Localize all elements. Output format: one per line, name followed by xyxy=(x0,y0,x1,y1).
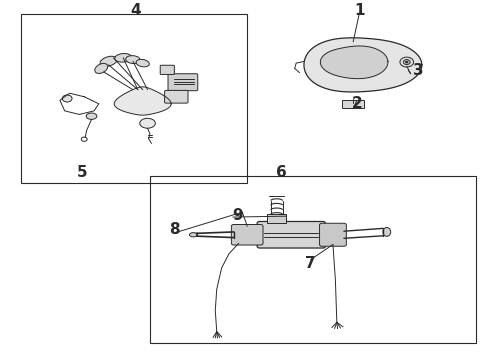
Ellipse shape xyxy=(406,61,408,63)
Bar xyxy=(21,14,247,184)
Ellipse shape xyxy=(125,56,140,63)
Ellipse shape xyxy=(383,228,391,237)
Bar xyxy=(150,176,476,343)
Ellipse shape xyxy=(86,113,97,120)
Text: 7: 7 xyxy=(305,256,316,271)
Text: 6: 6 xyxy=(276,165,287,180)
Text: 2: 2 xyxy=(352,96,363,111)
FancyBboxPatch shape xyxy=(168,74,198,91)
Ellipse shape xyxy=(190,233,197,237)
Ellipse shape xyxy=(100,56,117,67)
Text: 1: 1 xyxy=(354,3,365,18)
Polygon shape xyxy=(114,87,171,115)
FancyBboxPatch shape xyxy=(231,225,263,245)
Ellipse shape xyxy=(403,60,410,64)
Bar xyxy=(343,100,364,108)
Ellipse shape xyxy=(136,59,149,67)
FancyBboxPatch shape xyxy=(319,223,346,246)
Text: 3: 3 xyxy=(413,63,423,78)
Ellipse shape xyxy=(62,95,72,102)
FancyBboxPatch shape xyxy=(160,65,174,75)
FancyBboxPatch shape xyxy=(165,90,188,103)
Text: 9: 9 xyxy=(232,208,243,223)
Ellipse shape xyxy=(400,57,414,67)
Ellipse shape xyxy=(95,63,108,73)
FancyBboxPatch shape xyxy=(257,221,325,248)
Polygon shape xyxy=(304,38,422,92)
Polygon shape xyxy=(320,46,388,78)
Text: 8: 8 xyxy=(169,222,180,237)
Ellipse shape xyxy=(115,54,132,62)
Ellipse shape xyxy=(140,118,155,128)
Text: 4: 4 xyxy=(130,3,141,18)
Bar xyxy=(267,215,287,223)
Text: 5: 5 xyxy=(76,165,87,180)
